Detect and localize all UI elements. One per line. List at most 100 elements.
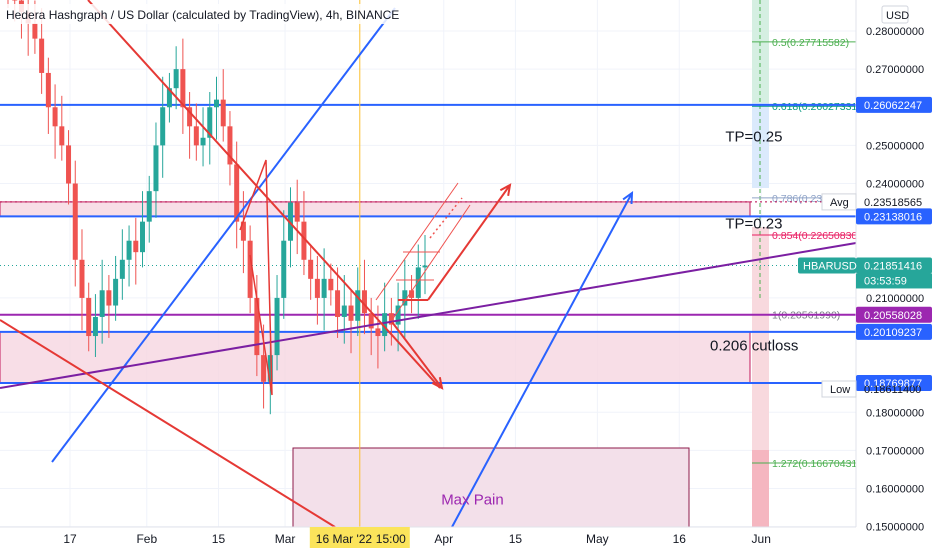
candle-body (294, 202, 300, 222)
candle-body (72, 183, 78, 260)
candle-body (173, 69, 179, 89)
price-label: 0.23518565 (864, 197, 922, 209)
candle-body (348, 305, 354, 321)
date-tick-label: Feb (136, 532, 157, 546)
red-projection-arrow-down (391, 321, 443, 389)
fib-zone-blue (752, 103, 769, 188)
price-tick-label: 0.18000000 (866, 407, 924, 419)
candle-body (368, 313, 374, 329)
candle-body (308, 259, 314, 279)
candle-body (220, 99, 226, 127)
price-tick-label: 0.15000000 (866, 522, 924, 534)
date-tick-label: Jun (752, 532, 771, 546)
price-tick-label: 0.25000000 (866, 140, 924, 152)
candle-body (409, 290, 415, 298)
candle-body (52, 107, 58, 127)
candle-body (240, 221, 246, 241)
price-label-box (856, 257, 932, 274)
channel-dotted (429, 197, 463, 239)
candle-body (106, 290, 112, 306)
candle-body (45, 72, 51, 108)
price-label: 0.20558028 (864, 310, 922, 322)
purple-trendline (0, 242, 857, 389)
blue-projection-arrow (451, 192, 633, 528)
blue-projection-arrow-head (622, 190, 634, 205)
currency-label[interactable]: USD (886, 10, 909, 22)
candle-body (341, 305, 347, 317)
red-drawing-zigzag (239, 159, 273, 396)
candle-body (86, 297, 92, 337)
price-label: 0.20109237 (864, 327, 922, 339)
candle-body (59, 126, 65, 146)
candle-body (39, 38, 45, 73)
date-tick-label: Apr (434, 532, 453, 546)
crosshair-date-box (309, 527, 410, 548)
candle-body (321, 278, 327, 298)
currency-button[interactable] (881, 5, 909, 24)
price-label-box (856, 208, 932, 225)
time-axis-background (0, 527, 856, 550)
price-label: 0.23138016 (864, 211, 922, 223)
countdown-box (856, 273, 932, 289)
candle-body (187, 107, 193, 127)
countdown-label: 03:53:59 (864, 275, 907, 287)
price-tag-box (821, 380, 857, 398)
fib-level-label: 1.272(0.16670431) (772, 458, 861, 470)
candle-body (92, 316, 98, 337)
candle-body (287, 202, 293, 241)
chart-annotation: 0.206 cutloss (710, 338, 798, 355)
symbol-tag-box (798, 257, 856, 274)
channel-line-top (375, 182, 459, 301)
candle-body (140, 221, 146, 253)
candle-body (133, 240, 139, 253)
candle-body (200, 137, 206, 146)
candle-body (415, 267, 421, 298)
price-label: 0.21851416 (864, 260, 922, 272)
candle-body (146, 191, 152, 222)
candle-body (355, 290, 361, 321)
red-projection-arrow-down-head (431, 377, 444, 390)
crosshair-time-label: 15:00 (376, 532, 406, 546)
candle-body (234, 164, 240, 222)
candle-body (402, 290, 408, 306)
candle-body (422, 265, 428, 268)
date-tick-label: 15 (509, 532, 523, 546)
date-tick-label: 15 (212, 532, 226, 546)
candle-body (153, 145, 159, 192)
candle-body (382, 313, 388, 337)
channel-line-bottom (391, 204, 471, 321)
candle-body (214, 99, 219, 108)
candle-body (207, 107, 213, 138)
candle-body (281, 240, 287, 298)
price-tick-label: 0.27000000 (866, 64, 924, 76)
candle-body (267, 355, 273, 382)
date-tick-label: 17 (63, 532, 77, 546)
candle-body (388, 313, 394, 325)
candle-body (247, 240, 253, 298)
price-label: 0.18769877 (864, 378, 922, 390)
candle-body (227, 126, 233, 165)
price-tick-label: 0.21000000 (866, 293, 924, 305)
candle-body (361, 290, 367, 314)
price-label-box (856, 306, 932, 323)
candle-body (301, 221, 307, 260)
fib-level-label: 0.854(0.22650830) (772, 230, 861, 242)
price-tag: Avg (830, 197, 849, 209)
candle-body (335, 290, 341, 317)
candle-body (261, 355, 267, 382)
price-tag-box (821, 193, 857, 211)
chart-annotation: TP=0.25 (725, 129, 782, 146)
price-label-box (856, 374, 932, 391)
candle-body (160, 107, 166, 146)
candle-body (99, 290, 105, 317)
chart-title: Hedera Hashgraph / US Dollar (calculated… (6, 8, 399, 22)
price-label-box (856, 96, 932, 113)
red-projection-arrow-up (427, 184, 511, 301)
symbol-tag: HBARUSD (803, 260, 857, 272)
fib-level-label: 0.5(0.27715582) (772, 37, 849, 49)
title-backdrop (0, 4, 402, 24)
date-tick-label: May (586, 532, 609, 546)
candle-body (395, 305, 401, 325)
candle-body (79, 259, 85, 298)
